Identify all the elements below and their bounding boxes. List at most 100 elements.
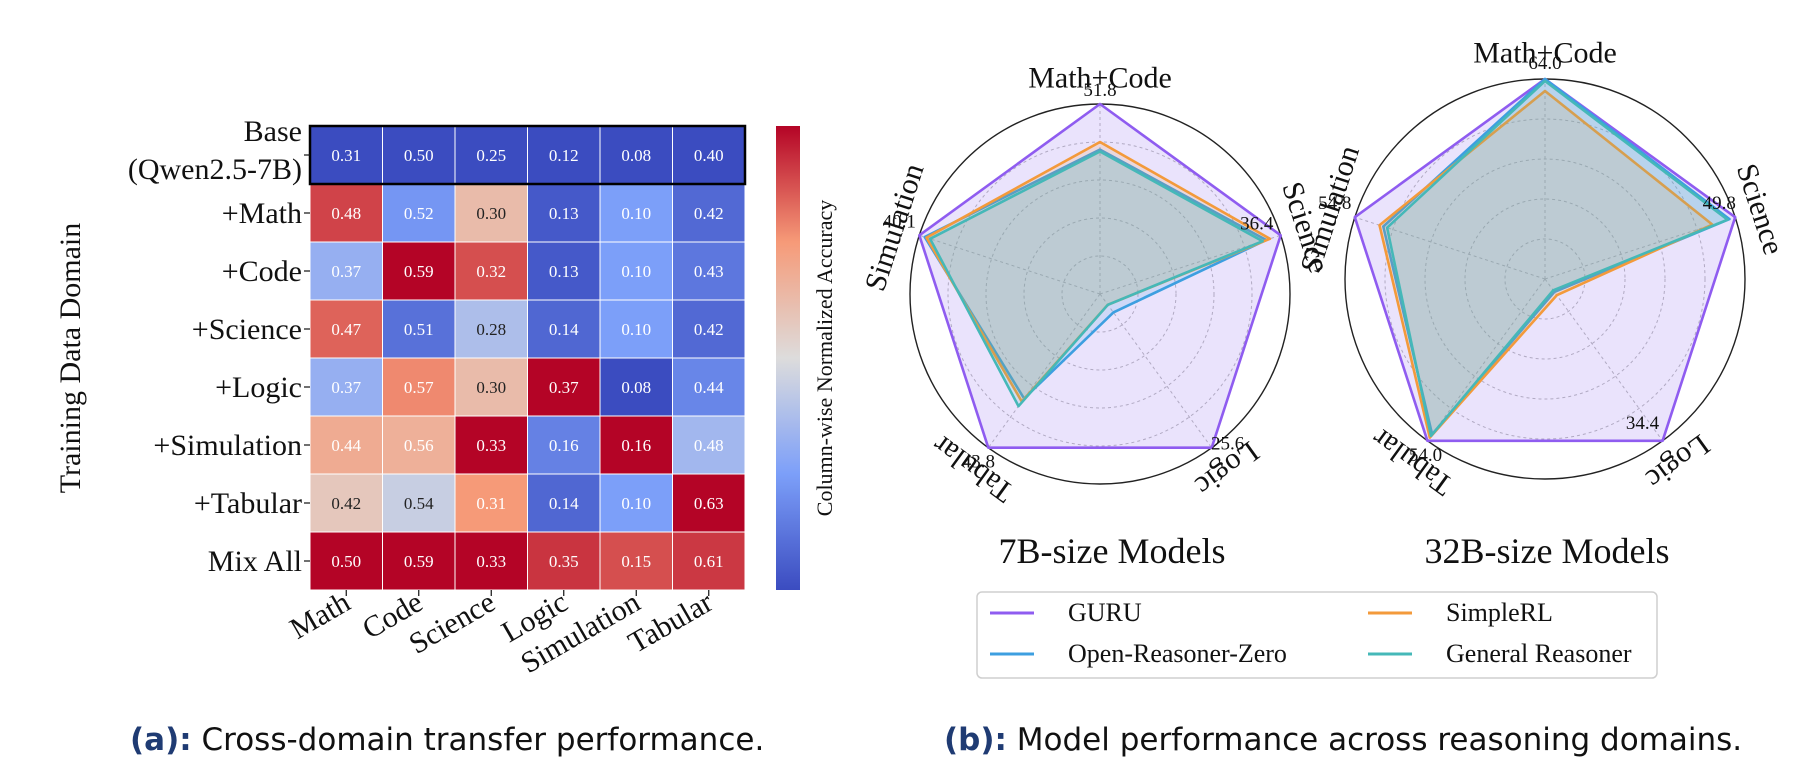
- heatmap-row-label: Mix All: [208, 545, 302, 578]
- radar-axis-label: Math+Code: [1473, 37, 1617, 70]
- heatmap-cell-label: 0.51: [404, 320, 434, 339]
- heatmap-cell-label: 0.52: [404, 204, 434, 223]
- heatmap-cell-label: 0.14: [549, 494, 579, 513]
- heatmap-cell-label: 0.33: [476, 436, 506, 455]
- radar-series-general-reasoner: [1385, 79, 1729, 438]
- heatmap-cell: [382, 241, 456, 301]
- radar-axis-label: Math+Code: [1028, 62, 1172, 95]
- heatmap-cell-label: 0.28: [476, 320, 506, 339]
- heatmap-cell-label: 0.14: [549, 320, 579, 339]
- heatmap-cell: [599, 299, 673, 359]
- heatmap-row-label: Base (Qwen2.5-7B): [128, 115, 302, 186]
- heatmap-cell-label: 0.42: [694, 204, 724, 223]
- heatmap-cell-label: 0.48: [694, 436, 724, 455]
- heatmap-cell: [527, 357, 601, 417]
- colorbar-label: Column-wise Normalized Accuracy: [812, 200, 837, 516]
- radar-grid-circle: [1061, 255, 1139, 333]
- heatmap-cell-label: 0.37: [549, 378, 579, 397]
- heatmap-cell: [672, 125, 746, 185]
- radar-spoke: [987, 293, 1101, 449]
- heatmap-cell-label: 0.08: [621, 378, 651, 397]
- colorbar: [776, 126, 800, 590]
- heatmap-cell: [309, 415, 383, 475]
- heatmap-cell: [527, 299, 601, 359]
- radar-max-value-label: 43.8: [962, 452, 995, 473]
- heatmap-cell-label: 0.13: [549, 262, 579, 281]
- heatmap-cell-label: 0.30: [476, 204, 506, 223]
- heatmap-cell-label: 0.42: [331, 494, 361, 513]
- radar-series-general-reasoner: [928, 150, 1264, 408]
- legend-frame: [976, 591, 1658, 679]
- heatmap-cell-label: 0.37: [331, 378, 361, 397]
- heatmap-cell: [672, 241, 746, 301]
- radar-max-value-label: 64.0: [1528, 53, 1561, 74]
- heatmap-cell: [309, 357, 383, 417]
- heatmap-cell-label: 0.10: [621, 320, 651, 339]
- heatmap-col-label: Math: [284, 585, 355, 645]
- heatmap-cell: [382, 299, 456, 359]
- heatmap-cell: [382, 473, 456, 533]
- legend-label: General Reasoner: [1446, 639, 1632, 668]
- radar-max-value-label: 54.8: [1318, 193, 1351, 214]
- heatmap-cell: [309, 473, 383, 533]
- radar-grid-circle: [1464, 198, 1626, 360]
- heatmap-cell-label: 0.31: [331, 146, 361, 165]
- heatmap-cell-label: 0.42: [694, 320, 724, 339]
- radar-chart-7b: 51.836.425.643.840.1Math+CodeScienceLogi…: [859, 62, 1336, 509]
- colorbar-gradient: [776, 126, 800, 590]
- heatmap-cell-label: 0.44: [694, 378, 724, 397]
- heatmap-cell-label: 0.30: [476, 378, 506, 397]
- heatmap-col-label: Tabular: [623, 585, 718, 659]
- heatmap-cell-label: 0.15: [621, 552, 651, 571]
- heatmap-cell: [382, 125, 456, 185]
- legend: GURU SimpleRL Open-Reasoner-Zero General Re…: [976, 591, 1658, 679]
- radar-max-value-label: 54.0: [1409, 445, 1442, 466]
- heatmap-cell-label: 0.59: [404, 262, 434, 281]
- heatmap-cell-label: 0.37: [331, 262, 361, 281]
- heatmap-cell: [672, 473, 746, 533]
- radar-max-value-label: 40.1: [883, 211, 916, 232]
- heatmap-cell-label: 0.10: [621, 204, 651, 223]
- heatmap-cell-label: 0.54: [404, 494, 434, 513]
- heatmap-cell: [454, 299, 528, 359]
- radar-max-value-label: 49.8: [1703, 193, 1736, 214]
- legend-label: SimpleRL: [1446, 598, 1553, 627]
- heatmap-cell-label: 0.40: [694, 146, 724, 165]
- heatmap-y-axis-label: Training Data Domain: [54, 223, 87, 494]
- radar-max-value-label: 25.6: [1211, 434, 1244, 455]
- heatmap-cell: [309, 531, 383, 591]
- heatmap-cell-label: 0.16: [621, 436, 651, 455]
- caption-a-text: Cross-domain transfer performance.: [191, 722, 765, 758]
- heatmap-chart: 0.31 0.50 0.25 0.12 0.08 0.40 0.48 0.52 0.30 0.13…: [128, 115, 747, 680]
- heatmap-cell-label: 0.12: [549, 146, 579, 165]
- heatmap-cell-label: 0.61: [694, 552, 724, 571]
- radar-spoke: [919, 234, 1101, 295]
- legend-label: Open-Reasoner-Zero: [1068, 639, 1287, 668]
- radar-spoke: [1099, 293, 1213, 449]
- heatmap-row-label: +Simulation: [153, 429, 302, 462]
- heatmap-row-label: +Code: [222, 255, 302, 288]
- heatmap-cell-label: 0.57: [404, 378, 434, 397]
- heatmap-row-label: +Tabular: [194, 487, 302, 520]
- caption-b: (b): Model performance across reasoning …: [944, 722, 1742, 758]
- heatmap-cell: [672, 299, 746, 359]
- heatmap-cell-label: 0.56: [404, 436, 434, 455]
- legend-label: GURU: [1068, 598, 1142, 627]
- heatmap-cell-label: 0.08: [621, 146, 651, 165]
- heatmap-cell: [382, 183, 456, 243]
- caption-b-tag: (b):: [944, 722, 1007, 758]
- heatmap-cell-label: 0.32: [476, 262, 506, 281]
- radar-max-value-label: 36.4: [1240, 213, 1274, 234]
- radar-axis-label: Simulation: [859, 160, 931, 295]
- heatmap-cell-label: 0.13: [549, 204, 579, 223]
- heatmap-cell-label: 0.48: [331, 204, 361, 223]
- heatmap-cell: [672, 357, 746, 417]
- caption-a: (a): Cross-domain transfer performance.: [130, 722, 764, 758]
- heatmap-cell: [309, 299, 383, 359]
- heatmap-cell: [672, 415, 746, 475]
- heatmap-cell-label: 0.35: [549, 552, 579, 571]
- heatmap-cell: [454, 531, 528, 591]
- heatmap-cell: [309, 125, 383, 185]
- radar-series-simplerl: [1378, 89, 1714, 439]
